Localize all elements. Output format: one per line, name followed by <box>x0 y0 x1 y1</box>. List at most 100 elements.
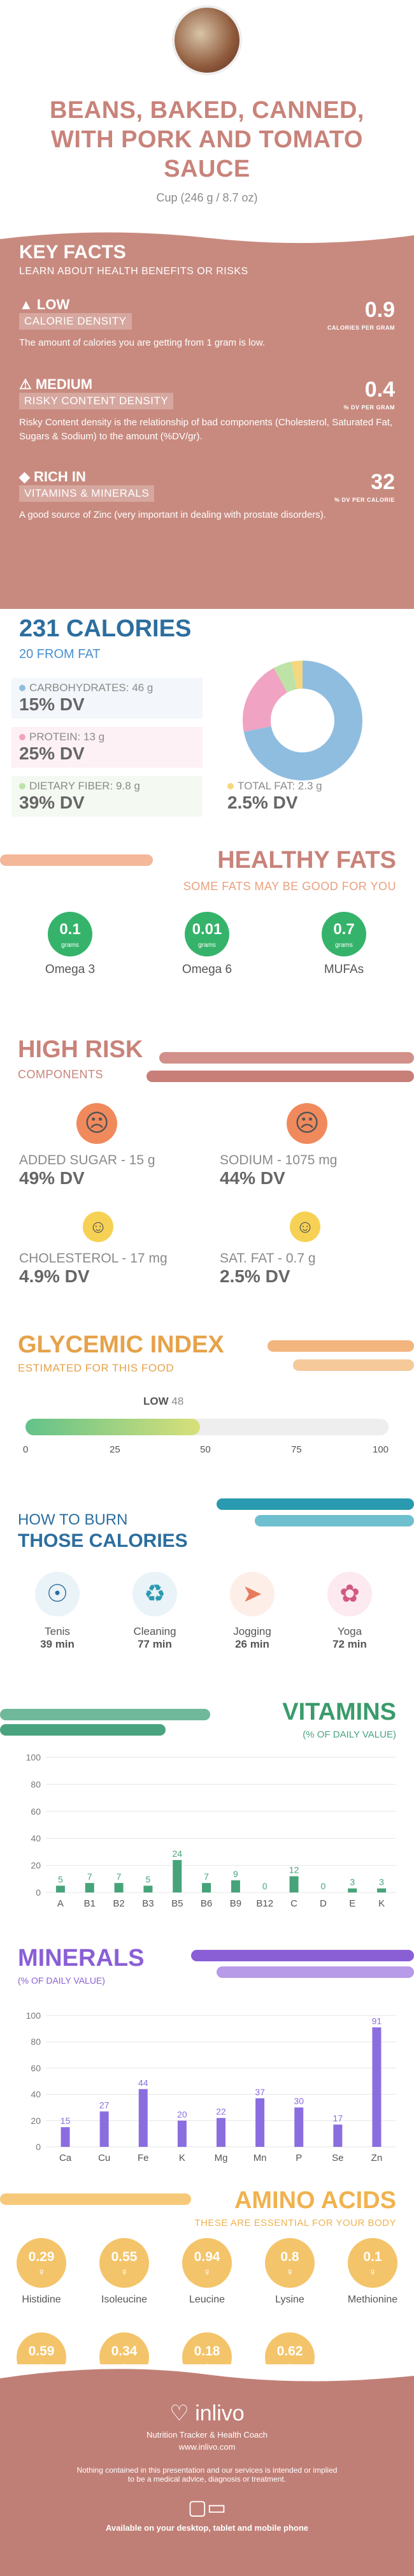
x-tick-label: B1 <box>84 1898 96 1909</box>
bar <box>289 1876 299 1892</box>
footer-url[interactable]: www.inlivo.com <box>178 2442 236 2452</box>
risk-dv: 44% DV <box>220 1168 285 1188</box>
macro-fiber: DIETARY FIBER: 9.8 g 39% DV <box>11 776 203 817</box>
fact-label: CALORIE DENSITY <box>19 313 132 330</box>
burn-title-line1: HOW TO BURN <box>18 1511 128 1528</box>
amino-bubble: 0.8 g <box>265 2238 315 2288</box>
bar-value-label: 27 <box>99 2100 110 2110</box>
fact-description: A good source of Zinc (very important in… <box>19 509 326 520</box>
fact-description: The amount of calories you are getting f… <box>19 337 266 348</box>
bar <box>202 1883 211 1892</box>
glycemic-level-text: LOW <box>143 1395 169 1407</box>
y-tick-label: 60 <box>31 1806 41 1817</box>
decor-stripe <box>0 1724 166 1736</box>
bar <box>231 1880 240 1892</box>
bar <box>85 1883 94 1892</box>
x-tick-label: Mg <box>215 2153 228 2163</box>
x-tick-label: Ca <box>59 2153 72 2163</box>
amino-value: 0.18 <box>194 2344 220 2359</box>
bar-value-label: 20 <box>177 2109 187 2119</box>
minerals-bar-chart: 0 20 40 60 80 100 15 Ca 27 Cu 44 Fe 20 K 22 Mg 37 Mn 30 P 17… <box>26 2010 396 2163</box>
devices-icon: ▢▭ <box>187 2496 227 2519</box>
tick-label: 0 <box>23 1444 29 1455</box>
risk-label: SODIUM - 1075 mg <box>220 1153 338 1167</box>
macro-donut-chart <box>243 661 362 780</box>
risk-item-sugar: ☹ ADDED SUGAR - 15 g 49% DV <box>19 1103 197 1189</box>
activity-time: 26 min <box>235 1638 269 1650</box>
fire-icon: ▲ LOW <box>19 296 70 312</box>
amino-name: Histidine <box>22 2294 61 2305</box>
amino-unit: g <box>288 2268 292 2275</box>
bar-value-label: 0 <box>262 1881 268 1891</box>
fact-level: MEDIUM <box>35 376 93 392</box>
amino-value: 0.94 <box>194 2250 220 2264</box>
x-tick-label: Zn <box>371 2153 383 2163</box>
y-tick-label: 80 <box>31 2037 41 2047</box>
y-tick-label: 100 <box>26 1752 41 1762</box>
fat-name: Omega 3 <box>45 963 96 976</box>
decor-stripe <box>255 1515 414 1526</box>
food-image <box>172 5 242 75</box>
x-tick-label: E <box>349 1898 355 1909</box>
bar-value-label: 12 <box>289 1865 299 1875</box>
activity-time: 77 min <box>138 1638 172 1650</box>
burn-title-line2: THOSE CALORIES <box>18 1530 188 1551</box>
decor-stripe <box>293 1359 414 1371</box>
fact-unit: CALORIES PER GRAM <box>327 325 395 331</box>
fat-name: MUFAs <box>324 963 364 976</box>
footer-brand[interactable]: ♡ inlivo <box>0 2401 414 2426</box>
tick-label: 50 <box>200 1444 211 1455</box>
footer-disclaimer: to be a medical advice, diagnosis or tre… <box>127 2475 287 2484</box>
amino-name: Methionine <box>347 2294 398 2305</box>
fact-label: RISKY CONTENT DENSITY <box>19 393 174 409</box>
risk-label: CHOLESTEROL - 17 mg <box>19 1251 168 1266</box>
pill-icon: ◆ RICH IN <box>19 469 86 485</box>
fact-level: LOW <box>36 296 70 312</box>
high-risk-section: HIGH RISK COMPONENTS ☹ ADDED SUGAR - 15 … <box>0 1030 414 1287</box>
bar-value-label: 3 <box>379 1877 384 1887</box>
wave-divider <box>0 2364 414 2382</box>
bar-value-label: 37 <box>255 2087 265 2097</box>
bar-value-label: 9 <box>233 1869 238 1879</box>
fact-calorie-density: ▲ LOW CALORIE DENSITY 0.9 CALORIES PER G… <box>19 296 395 350</box>
warning-icon: ⚠ MEDIUM <box>19 376 93 392</box>
bar-value-label: 5 <box>58 1874 63 1884</box>
amino-value: 0.59 <box>28 2344 55 2359</box>
decor-stripe <box>0 854 153 866</box>
bar-value-label: 30 <box>294 2096 304 2106</box>
macro-carbs: CARBOHYDRATES: 46 g 15% DV <box>11 678 203 719</box>
happy-face-icon: ☺ <box>83 1211 113 1242</box>
minerals-title: MINERALS <box>18 1945 145 1972</box>
bar <box>333 2124 343 2147</box>
macro-label: TOTAL FAT: 2.3 g <box>238 780 322 792</box>
amino-section: AMINO ACIDS THESE ARE ESSENTIAL FOR YOUR… <box>0 2174 414 2399</box>
key-facts-subtitle: LEARN ABOUT HEALTH BENEFITS OR RISKS <box>19 266 248 277</box>
bar-value-label: 5 <box>146 1874 151 1884</box>
fact-description: Risky Content density is the relationshi… <box>19 417 393 442</box>
footer-platforms: Available on your desktop, tablet and mo… <box>105 2523 309 2533</box>
bar <box>372 2027 382 2147</box>
risk-dv: 4.9% DV <box>19 1266 90 1286</box>
key-facts-section: KEY FACTS LEARN ABOUT HEALTH BENEFITS OR… <box>0 226 414 609</box>
bar <box>61 2127 70 2147</box>
amino-title: AMINO ACIDS <box>234 2187 396 2214</box>
footer-tagline: Nutrition Tracker & Health Coach <box>146 2430 268 2440</box>
vitamins-bar-chart: 0 20 40 60 80 100 5 A 7 B1 7 B2 5 B3 24 B5 7 B6 9 B9 0 B12 12 C… <box>26 1752 396 1909</box>
risk-item-cholesterol: ☺ CHOLESTEROL - 17 mg 4.9% DV <box>19 1211 197 1287</box>
x-tick-label: C <box>290 1898 297 1909</box>
bar-value-label: 22 <box>216 2107 226 2117</box>
risk-label: ADDED SUGAR - 15 g <box>19 1153 155 1167</box>
x-tick-label: B3 <box>142 1898 153 1909</box>
bar <box>173 1860 182 1892</box>
sad-face-icon: ☹ <box>287 1103 327 1144</box>
bar-value-label: 15 <box>61 2116 71 2126</box>
amino-unit: g <box>122 2268 126 2275</box>
calories-title: 231 CALORIES <box>19 615 192 642</box>
decor-stripe <box>146 1071 414 1082</box>
fat-bubble: 0.1 grams <box>48 912 92 956</box>
bar <box>177 2120 187 2147</box>
tennis-icon: ☉ <box>35 1572 80 1616</box>
x-tick-label: K <box>179 2153 185 2163</box>
fact-vitamins-minerals: ◆ RICH IN VITAMINS & MINERALS 32 % DV PE… <box>19 469 395 522</box>
serving-size: Cup (246 g / 8.7 oz) <box>156 191 258 204</box>
